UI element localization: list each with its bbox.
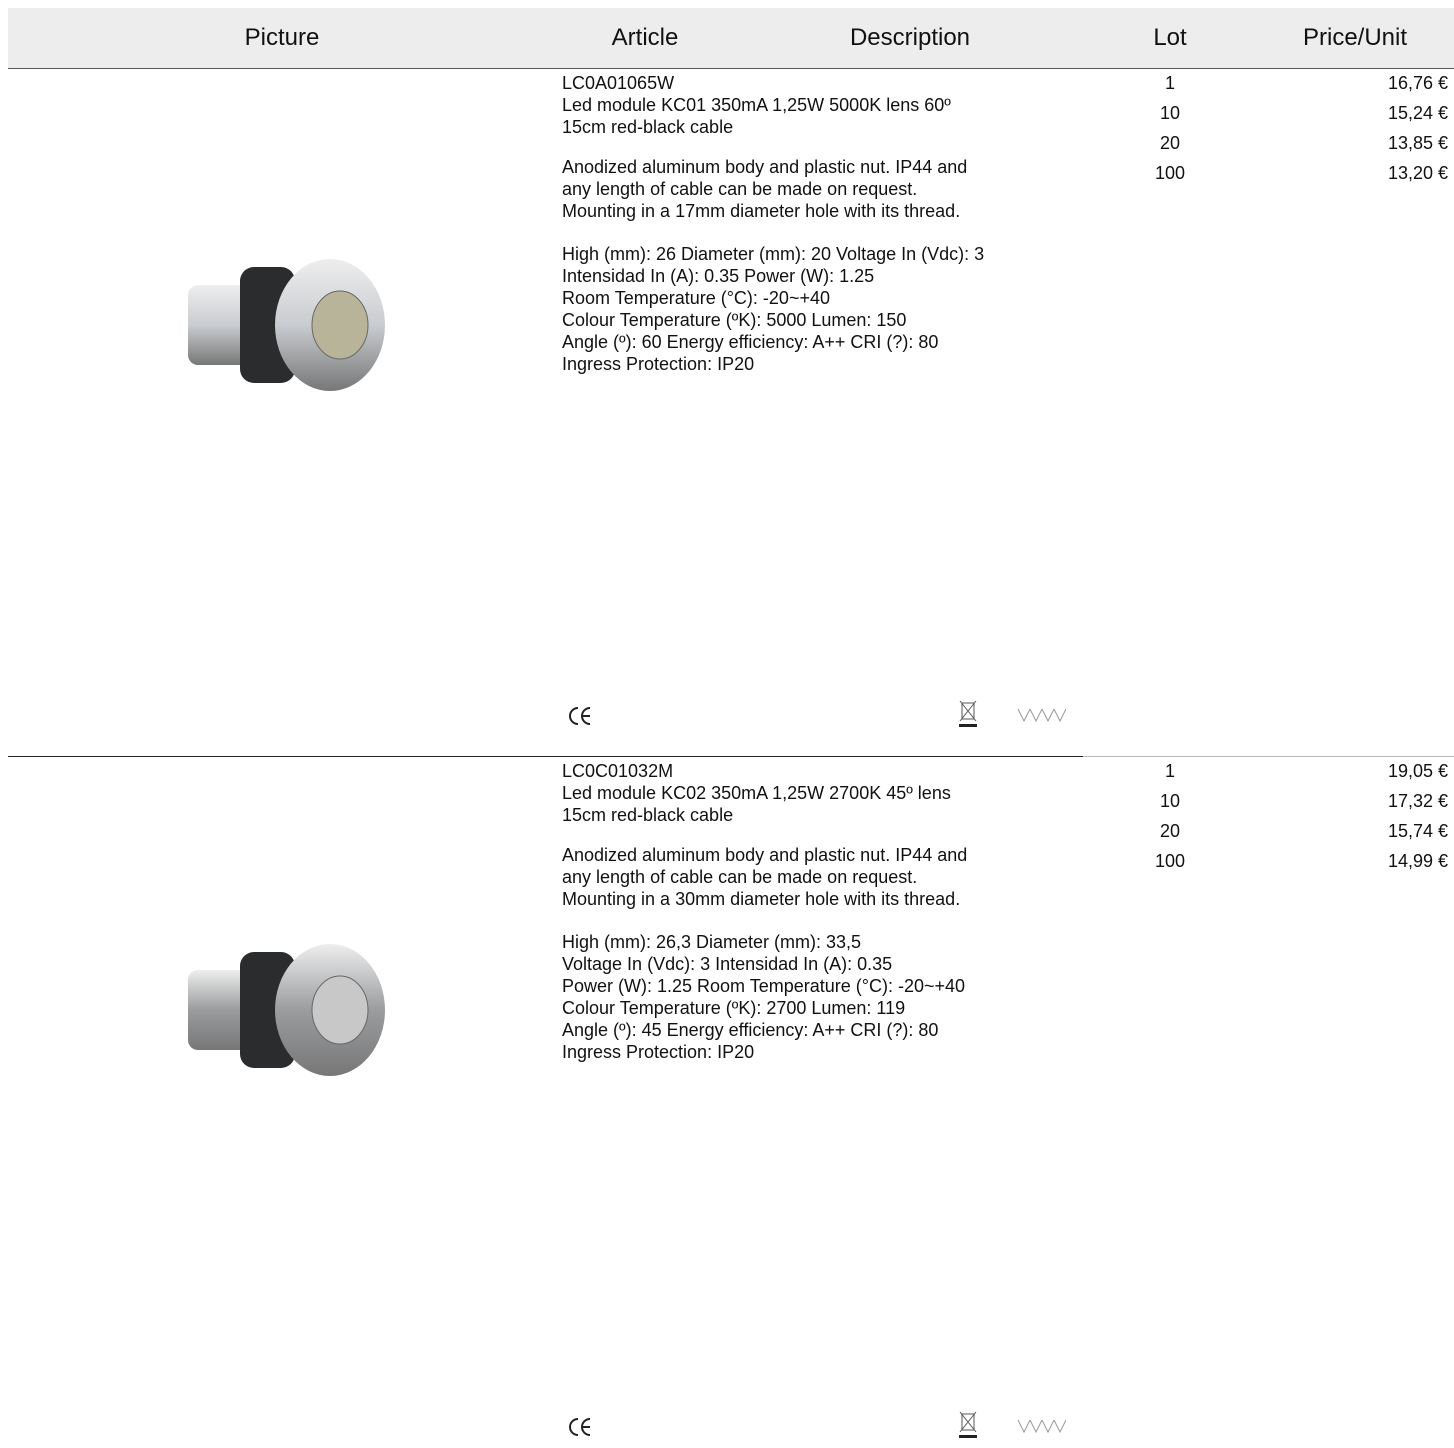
lot: 100: [1154, 851, 1186, 871]
price: 17,32 €: [1387, 791, 1448, 811]
product-image: [188, 944, 385, 1076]
lot: 100: [1154, 163, 1186, 183]
description-line: Anodized aluminum body and plastic nut. …: [562, 845, 968, 865]
spec-line: Voltage In (Vdc): 3 Intensidad In (A): 0…: [562, 954, 893, 974]
lot: 1: [1164, 761, 1176, 781]
weee-icon: [959, 1411, 977, 1438]
article-name: Led module KC02 350mA 1,25W 2700K 45º le…: [562, 783, 951, 803]
article-name: 15cm red-black cable: [562, 117, 734, 137]
article-name: 15cm red-black cable: [562, 805, 734, 825]
spec-line: Intensidad In (A): 0.35 Power (W): 1.25: [562, 266, 875, 286]
spec-line: Angle (º): 45 Energy efficiency: A++ CRI…: [562, 1020, 939, 1040]
spec-line: High (mm): 26,3 Diameter (mm): 33,5: [562, 932, 862, 952]
article-name: Led module KC01 350mA 1,25W 5000K lens 6…: [562, 95, 951, 115]
lot: 1: [1164, 73, 1176, 93]
price: 13,85 €: [1387, 133, 1448, 153]
lot: 20: [1159, 133, 1181, 153]
ce-mark: [569, 707, 591, 725]
product-image: [188, 259, 385, 391]
column-header: Price/Unit: [1302, 24, 1408, 51]
price: 16,76 €: [1387, 73, 1448, 93]
row-rule: [1083, 756, 1454, 757]
spec-line: Ingress Protection: IP20: [562, 1042, 755, 1062]
lot: 10: [1159, 791, 1181, 811]
column-header: Lot: [1153, 24, 1187, 51]
column-header: Description: [849, 24, 971, 51]
spec-line: Power (W): 1.25 Room Temperature (°C): -…: [562, 976, 966, 996]
spec-line: Colour Temperature (ºK): 5000 Lumen: 150: [562, 310, 907, 330]
article-code: LC0A01065W: [562, 73, 675, 93]
header-bar: [8, 8, 1454, 68]
row-rule: [8, 756, 1083, 757]
price: 19,05 €: [1387, 761, 1448, 781]
weee-icon: [959, 700, 977, 727]
spec-line: Room Temperature (°C): -20~+40: [562, 288, 830, 308]
description-line: Mounting in a 17mm diameter hole with it…: [562, 201, 961, 221]
price: 15,24 €: [1387, 103, 1448, 123]
description-line: Anodized aluminum body and plastic nut. …: [562, 157, 968, 177]
spec-line: Angle (º): 60 Energy efficiency: A++ CRI…: [562, 332, 939, 352]
description-line: any length of cable can be made on reque…: [562, 179, 918, 199]
article-code: LC0C01032M: [562, 761, 674, 781]
header-rule: [8, 68, 1454, 69]
ce-mark: [569, 1418, 591, 1436]
spec-line: Ingress Protection: IP20: [562, 354, 755, 374]
description-line: Mounting in a 30mm diameter hole with it…: [562, 889, 961, 909]
price: 13,20 €: [1387, 163, 1448, 183]
lot: 20: [1159, 821, 1181, 841]
price: 15,74 €: [1387, 821, 1448, 841]
energy-icon: [1017, 1419, 1066, 1434]
energy-icon: [1017, 708, 1066, 723]
column-header: Article: [611, 24, 679, 51]
spec-line: Colour Temperature (ºK): 2700 Lumen: 119: [562, 998, 906, 1018]
spec-line: High (mm): 26 Diameter (mm): 20 Voltage …: [562, 244, 985, 264]
column-header: Picture: [244, 24, 320, 51]
description-line: any length of cable can be made on reque…: [562, 867, 918, 887]
lot: 10: [1159, 103, 1181, 123]
price: 14,99 €: [1387, 851, 1448, 871]
